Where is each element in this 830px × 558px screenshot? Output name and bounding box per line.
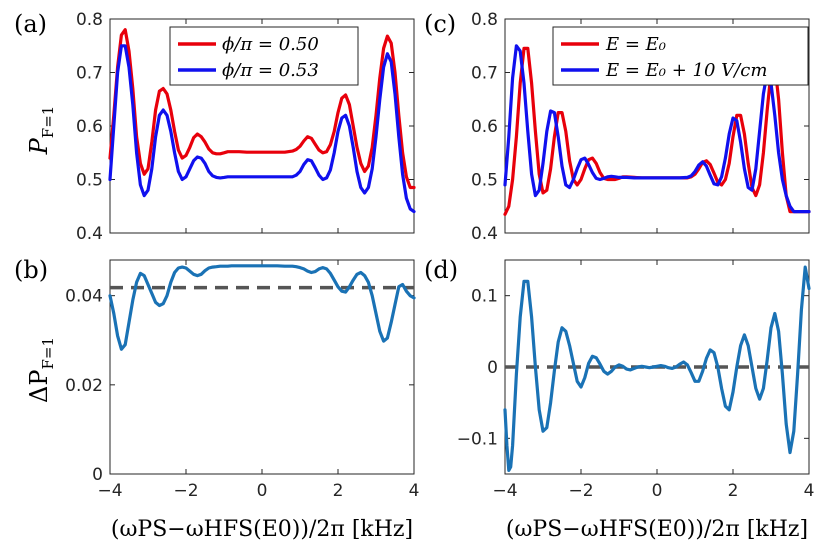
- panel-b-ylabel: ΔPF=1: [25, 337, 57, 403]
- series-line-a-0: [108, 28, 416, 190]
- ytick-label: 0.8: [471, 10, 498, 30]
- xtick-label: 0: [257, 481, 268, 501]
- panel-a: 0.4 0.5 0.6 0.7 0.8 (a) PF=1 ϕ/π = 0.50 ϕ/π …: [14, 10, 416, 244]
- ytick-label: 0.6: [76, 117, 103, 137]
- panel-a-marks: 0.4 0.5 0.6 0.7 0.8: [76, 10, 416, 244]
- panel-b-frame: [109, 259, 415, 475]
- ytick-label: 0.5: [471, 171, 498, 191]
- ytick-label: 0.02: [65, 376, 103, 396]
- legend-box-c: [552, 26, 809, 86]
- panel-b-marks: 0 0.02 0.04 −4 −2 0 2 4: [65, 260, 419, 501]
- xtick-label: 2: [333, 481, 344, 501]
- panel-b: 0 0.02 0.04 −4 −2 0 2 4 (b) ΔPF=1 (ωPS−ωHFS(E0)…: [14, 256, 419, 542]
- ytick-label: 0.1: [471, 287, 498, 307]
- ytick-label: 0.7: [76, 64, 103, 84]
- xtick-label: −4: [492, 481, 517, 501]
- legend-entry-e0-plus-10: E = E₀ + 10 V/cm: [605, 60, 767, 81]
- ytick-label: 0.5: [76, 171, 103, 191]
- legend-entry-phi-050: ϕ/π = 0.50: [222, 34, 319, 55]
- ytick-label: 0.04: [65, 287, 103, 307]
- panel-a-ylabel: PF=1: [25, 106, 57, 156]
- panel-d: −0.1 0 0.1 −4 −2 0 2 4 (d) (ωPS−ωHFS(E0))/2π [k…: [424, 256, 814, 542]
- panel-b-xlabel: (ωPS−ωHFS(E0))/2π [kHz]: [111, 517, 413, 542]
- panel-b-label: (b): [14, 256, 48, 284]
- ytick-label: 0.6: [471, 117, 498, 137]
- xtick-label: −2: [568, 481, 593, 501]
- panel-d-marks: −0.1 0 0.1 −4 −2 0 2 4: [457, 260, 815, 501]
- ytick-label: 0.4: [76, 224, 103, 244]
- series-line-d-0: [503, 265, 811, 472]
- ytick-label: −0.1: [457, 429, 498, 449]
- legend-entry-phi-053: ϕ/π = 0.53: [222, 60, 319, 81]
- panel-c-label: (c): [424, 10, 456, 38]
- ytick-label: 0.4: [471, 224, 498, 244]
- panel-c: 0.4 0.5 0.6 0.7 0.8 (c) E = E₀ E = E₀ + 10 V…: [424, 10, 811, 244]
- xtick-label: 0: [652, 481, 663, 501]
- xtick-label: −4: [97, 481, 122, 501]
- ytick-label: 0.7: [471, 64, 498, 84]
- panel-c-marks: 0.4 0.5 0.6 0.7 0.8: [471, 10, 811, 244]
- series-line-b-0: [108, 264, 416, 351]
- series-line-a-1: [108, 44, 416, 214]
- ytick-label: 0.8: [76, 10, 103, 30]
- ytick-label: 0: [92, 465, 103, 485]
- panel-a-legend: ϕ/π = 0.50 ϕ/π = 0.53: [169, 26, 359, 86]
- panel-d-label: (d): [424, 256, 458, 284]
- xtick-label: 2: [728, 481, 739, 501]
- series-line-c-1: [503, 44, 811, 214]
- panel-d-xlabel: (ωPS−ωHFS(E0))/2π [kHz]: [506, 517, 808, 542]
- panel-a-label: (a): [14, 10, 47, 38]
- ytick-label: 0: [487, 358, 498, 378]
- legend-entry-e0: E = E₀: [605, 34, 666, 55]
- xtick-label: 4: [409, 481, 420, 501]
- xtick-label: 4: [804, 481, 815, 501]
- legend-box-a: [169, 26, 359, 86]
- panel-c-legend: E = E₀ E = E₀ + 10 V/cm: [552, 26, 809, 86]
- xtick-label: −2: [173, 481, 198, 501]
